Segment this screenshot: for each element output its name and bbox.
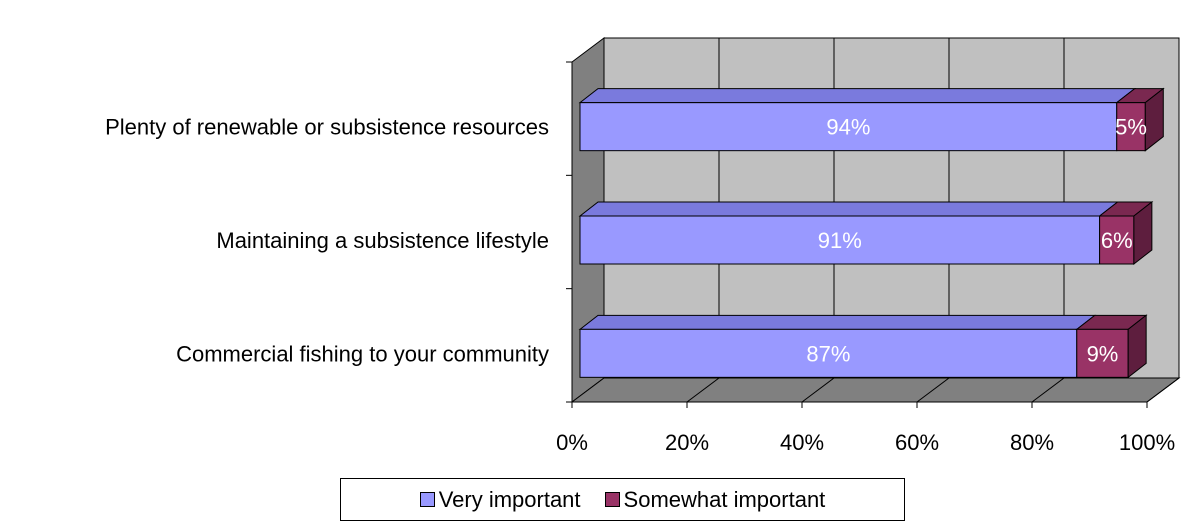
bar-side-face <box>1133 200 1153 266</box>
chart-legend: Very important Somewhat important <box>340 478 905 521</box>
category-label: Maintaining a subsistence lifestyle <box>216 228 549 253</box>
bar-top-face <box>578 314 1097 330</box>
bar-side-face <box>1144 87 1164 152</box>
bar-side-face <box>1127 314 1147 379</box>
bar-segment <box>579 102 1118 152</box>
category-label: Commercial fishing to your community <box>176 341 549 366</box>
bar-data-label: 91% <box>818 228 862 253</box>
legend-label-very-important: Very important <box>438 486 581 512</box>
bar-data-label: 87% <box>806 341 850 366</box>
x-tick-label: 80% <box>1010 430 1054 455</box>
gridline-floor <box>686 377 720 403</box>
bar-segment <box>1116 102 1146 152</box>
gridline-floor <box>1146 377 1180 403</box>
chart-floor <box>570 377 1181 403</box>
x-tick-label: 100% <box>1119 430 1175 455</box>
bar-top-face <box>578 88 1137 104</box>
bar-top-face <box>578 201 1120 217</box>
bar-data-label: 5% <box>1115 115 1147 140</box>
legend-swatch-very-important <box>419 492 435 507</box>
legend-item-very-important: Very important <box>419 486 581 513</box>
x-tick-label: 40% <box>780 430 824 455</box>
bar-data-label: 9% <box>1087 341 1119 366</box>
x-tick-label: 20% <box>665 430 709 455</box>
gridline-floor <box>801 377 835 403</box>
bar-data-label: 6% <box>1101 228 1133 253</box>
x-tick-label: 60% <box>895 430 939 455</box>
chart-plot-area: 0% 20% 40% 60% 80% 100% Plenty of renewable or… <box>105 37 1181 455</box>
gridline-floor <box>916 377 950 403</box>
bar-segment <box>1076 328 1129 378</box>
gridline-floor <box>1031 377 1065 403</box>
bar-data-label: 94% <box>826 115 870 140</box>
bar-segment <box>579 215 1101 265</box>
legend-swatch-somewhat-important <box>604 492 620 507</box>
legend-label-somewhat-important: Somewhat important <box>623 486 826 512</box>
bar-segment <box>579 328 1078 378</box>
x-tick-label: 0% <box>556 430 588 455</box>
legend-item-somewhat-important: Somewhat important <box>604 486 826 513</box>
category-label: Plenty of renewable or subsistence resou… <box>105 115 549 140</box>
